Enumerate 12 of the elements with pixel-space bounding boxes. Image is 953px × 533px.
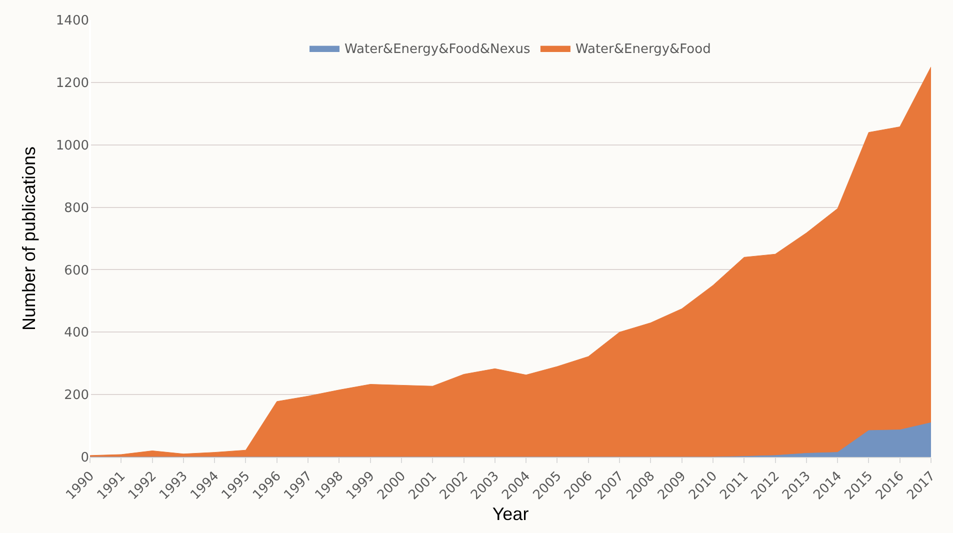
y-tick-label: 200 xyxy=(64,388,89,404)
y-tick-label: 1400 xyxy=(56,14,89,29)
y-tick-label: 1000 xyxy=(56,138,89,154)
y-tick-label: 400 xyxy=(64,326,89,341)
y-tick-label: 1200 xyxy=(56,76,89,91)
y-axis-title: Number of publications xyxy=(19,146,40,331)
y-tick-label: 600 xyxy=(64,263,89,278)
y-tick-label: 0 xyxy=(80,450,89,466)
y-tick-label: 800 xyxy=(64,200,89,216)
x-axis-title: Year xyxy=(492,504,529,524)
legend-label: Water&Energy&Food&Nexus xyxy=(344,42,530,58)
legend-label: Water&Energy&Food xyxy=(575,42,711,58)
